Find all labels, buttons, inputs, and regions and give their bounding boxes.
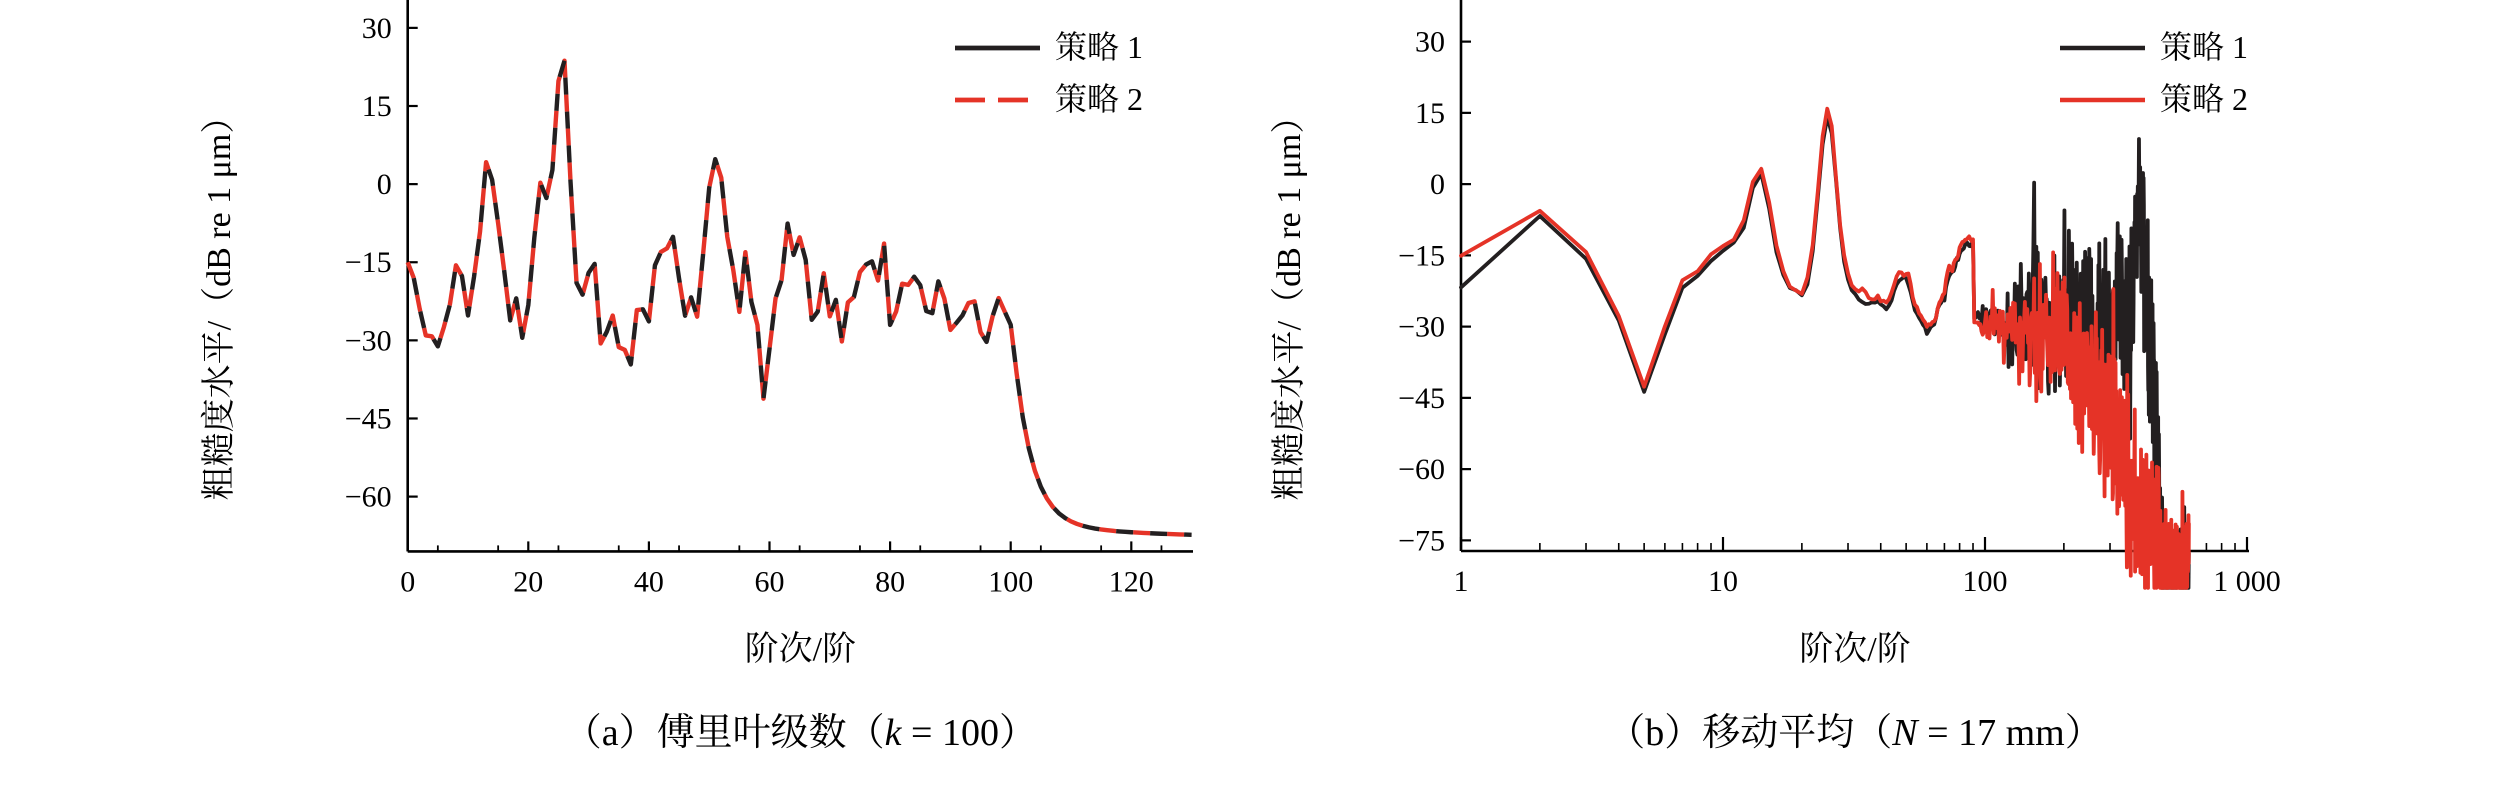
svg-text:粗糙度水平/（dB re 1 μm）: 粗糙度水平/（dB re 1 μm） (1270, 100, 1308, 501)
svg-text:−15: −15 (1398, 239, 1445, 272)
svg-text:100: 100 (988, 565, 1033, 598)
svg-text:0: 0 (1430, 168, 1445, 201)
svg-text:15: 15 (1415, 97, 1445, 130)
svg-text:10: 10 (1708, 565, 1738, 598)
svg-text:−30: −30 (1398, 311, 1445, 344)
svg-text:15: 15 (362, 90, 392, 123)
svg-text:40: 40 (634, 565, 664, 598)
svg-text:−60: −60 (345, 481, 392, 514)
svg-text:阶次/阶: 阶次/阶 (1799, 630, 1910, 668)
svg-text:0: 0 (400, 565, 415, 598)
svg-text:1 000: 1 000 (2213, 565, 2281, 598)
svg-text:−60: −60 (1398, 453, 1445, 486)
svg-text:策略 1: 策略 1 (2160, 29, 2248, 65)
svg-text:策略 1: 策略 1 (1055, 29, 1143, 65)
svg-text:20: 20 (513, 565, 543, 598)
svg-text:（a）傅里叶级数（k = 100）: （a）傅里叶级数（k = 100） (564, 712, 1037, 754)
svg-text:−75: −75 (1398, 524, 1445, 557)
svg-text:−45: −45 (1398, 382, 1445, 415)
svg-text:粗糙度水平/（dB re 1 μm）: 粗糙度水平/（dB re 1 μm） (200, 100, 238, 501)
svg-text:30: 30 (1415, 26, 1445, 59)
svg-text:−45: −45 (345, 402, 392, 435)
svg-text:100: 100 (1963, 565, 2008, 598)
svg-text:策略 2: 策略 2 (1055, 81, 1143, 117)
svg-text:0: 0 (377, 168, 392, 201)
svg-text:60: 60 (755, 565, 785, 598)
svg-text:80: 80 (875, 565, 905, 598)
svg-text:（b）移动平均（N = 17 mm）: （b）移动平均（N = 17 mm） (1607, 712, 2102, 754)
svg-text:120: 120 (1109, 565, 1154, 598)
svg-text:−30: −30 (345, 324, 392, 357)
svg-text:策略 2: 策略 2 (2160, 81, 2248, 117)
svg-text:1: 1 (1454, 565, 1469, 598)
svg-text:阶次/阶: 阶次/阶 (745, 630, 856, 668)
svg-text:30: 30 (362, 12, 392, 45)
svg-text:−15: −15 (345, 246, 392, 279)
